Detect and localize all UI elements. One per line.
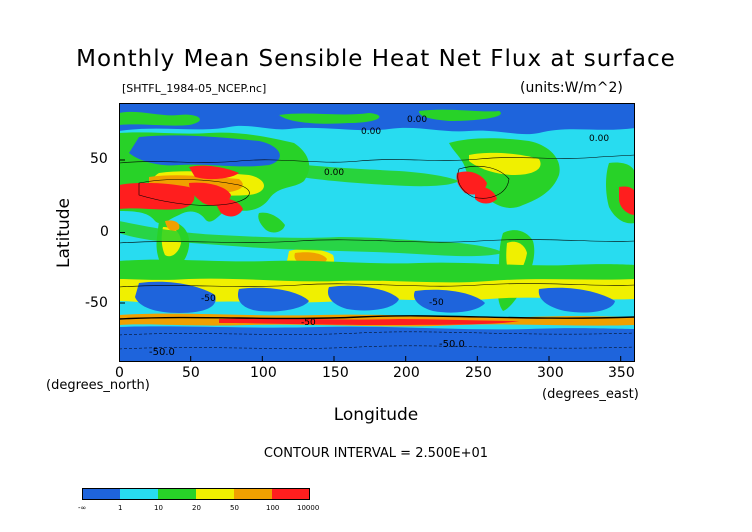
legend-swatch-2 — [158, 488, 196, 500]
contour-label: 0.00 — [361, 127, 381, 137]
x-axis-title: Longitude — [333, 405, 419, 425]
map-title: Monthly Mean Sensible Heat Net Flux at s… — [76, 46, 676, 72]
legend-label: -∞ — [78, 504, 87, 512]
contour-line — [119, 283, 635, 288]
contour-line — [119, 315, 635, 320]
africa-orange — [165, 220, 180, 231]
x-tick-label: 50 — [182, 365, 200, 381]
eurasia-blue — [129, 135, 280, 167]
hotspot-na-sw — [475, 186, 497, 204]
southern-blue-pool — [413, 289, 485, 313]
color-legend — [82, 488, 310, 500]
arctic-green-patch — [279, 113, 380, 124]
legend-frame — [82, 488, 310, 500]
legend-label: 50 — [230, 504, 239, 512]
y-tick-label: 50 — [90, 151, 108, 167]
legend-label: 1 — [118, 504, 123, 512]
contour-interval-label: CONTOUR INTERVAL = 2.500E+01 — [263, 446, 489, 461]
x-axis-unit: (degrees_east) — [542, 387, 639, 402]
legend-label: 10 — [154, 504, 163, 512]
se-asia — [258, 212, 285, 233]
hotspot-siberia — [189, 165, 239, 180]
contour-label: 0.00 — [589, 134, 609, 144]
y-tick-label: 0 — [100, 224, 109, 240]
antarctic-coast-red — [219, 318, 519, 325]
contour-label: -50 — [429, 298, 444, 308]
antarctica-region — [119, 326, 635, 362]
arctic-green-patch — [119, 111, 200, 126]
southern-blue-pool — [538, 287, 615, 313]
legend-swatch-5 — [272, 488, 310, 500]
contour-line — [457, 166, 510, 199]
southern-blue-pool — [237, 287, 309, 312]
x-tick-label: 100 — [250, 365, 277, 381]
flux-map: 0.00 0.00 0.00 -50 -50 -50.0 -50.0 -50 0… — [119, 103, 635, 362]
contour-line — [119, 331, 635, 336]
tropical-band-north — [289, 163, 459, 187]
x-tick-label: 0 — [115, 365, 124, 381]
legend-swatch-0 — [82, 488, 120, 500]
legend-swatch-1 — [120, 488, 158, 500]
contour-line — [119, 345, 635, 350]
x-tick-marks — [119, 356, 622, 362]
legend-swatch-4 — [234, 488, 272, 500]
y-axis-title: Latitude — [54, 198, 74, 268]
legend-label: 10000 — [297, 504, 320, 512]
southern-blue-pool — [327, 285, 399, 311]
tropical-band-south — [119, 221, 503, 257]
x-tick-label: 250 — [465, 365, 492, 381]
y-axis-unit: (degrees_north) — [46, 378, 150, 393]
contour-label: -50.0 — [149, 347, 175, 358]
legend-label: 20 — [192, 504, 201, 512]
legend-label: 100 — [266, 504, 280, 512]
x-tick-label: 300 — [537, 365, 564, 381]
units-label: (units:W/m^2) — [520, 80, 623, 96]
contour-label: -50.0 — [439, 339, 465, 350]
contour-label: 0.00 — [407, 115, 427, 125]
x-tick-label: 200 — [393, 365, 420, 381]
hotspot-sahara — [119, 182, 195, 210]
contour-label: -50 — [301, 318, 316, 328]
x-tick-label: 350 — [608, 365, 635, 381]
hotspot-india — [216, 198, 243, 217]
y-tick-label: -50 — [85, 295, 108, 311]
contour-line — [119, 239, 635, 244]
x-tick-label: 150 — [322, 365, 349, 381]
contour-line — [138, 179, 250, 206]
southern-blue-pool — [135, 281, 216, 313]
contour-label: 0.00 — [324, 168, 344, 178]
contour-line — [119, 154, 635, 164]
hotspot-africa-east — [619, 186, 635, 215]
file-label: [SHTFL_1984-05_NCEP.nc] — [122, 82, 267, 95]
southern-green-belt — [119, 259, 635, 283]
contour-label: -50 — [201, 294, 216, 304]
arctic-green-patch — [419, 109, 501, 121]
legend-swatch-3 — [196, 488, 234, 500]
y-tick-marks — [119, 159, 125, 304]
